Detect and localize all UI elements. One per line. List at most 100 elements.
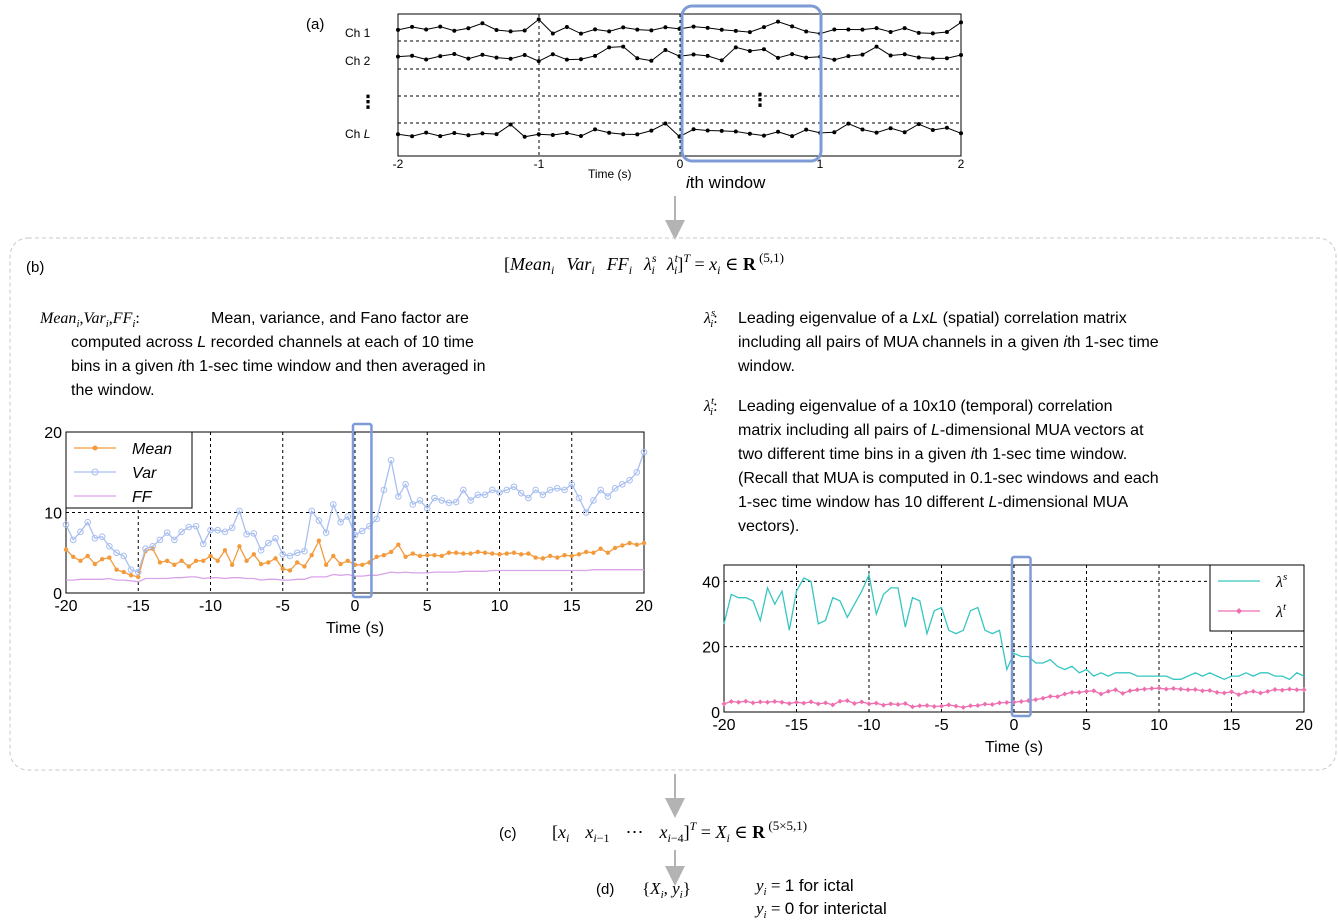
trace-dot [902,130,907,135]
series-point-mean [85,553,90,559]
x-tick-label: 10 [491,598,509,615]
series-point-lambda-t [939,703,944,709]
series-point-lambda-t [1047,693,1053,699]
x-tick-label: 10 [1150,717,1168,734]
channel-label-2: Ch 2 [345,54,371,68]
trace-dot [930,56,935,61]
series-point-lambda-t [1156,685,1162,691]
series-point-var [640,448,648,456]
series-point-var [134,568,142,576]
y-tick-label: 20 [702,640,720,657]
series-point-mean [258,561,264,567]
series-point-lambda-t [1105,688,1111,694]
trace-dot [649,128,654,133]
x-tick-label: 15 [563,598,581,615]
series-point-lambda-t [765,699,770,705]
x-tick-label: -15 [785,717,808,734]
series-point-var [330,501,337,508]
series-point-var [554,485,561,492]
trace-dot [536,132,541,137]
series-point-lambda-t [975,702,981,708]
series-point-var [236,507,243,515]
panel-a-traces [396,17,963,139]
series-point-var [597,486,604,494]
panel-a-xtick: -1 [534,157,545,171]
trace-dot [663,121,668,126]
series-point-mean [323,562,329,568]
trace-dot [874,26,879,31]
panel-a-xtick: 2 [958,157,965,171]
trace-dot [761,25,766,30]
series-point-lambda-t [1004,700,1010,706]
series-point-var [243,530,250,538]
trace-dot [888,126,893,131]
series-point-var [503,486,511,494]
trace-dot [663,47,668,52]
series-point-var [286,552,294,560]
series-point-mean [446,550,452,555]
series-point-lambda-t [859,699,865,705]
trace-dot [452,52,457,57]
series-point-lambda-t [1120,690,1126,696]
series-point-mean [193,558,199,563]
trace-dot [593,127,598,132]
trace-dot [944,56,949,61]
panel-d-pair: {Xi, yi} [642,879,691,901]
series-point-lambda-t [721,701,727,707]
series-point-lambda-t [968,703,973,709]
series-point-var [633,468,641,476]
series-point-mean [584,549,589,555]
series-point-mean [497,552,502,557]
series-point-lambda-t [895,701,901,707]
panel-d-line-2: yi = 0 for interictal [754,899,887,921]
trace-dot [944,29,949,34]
trace-dot [959,20,963,25]
trace-dot [832,130,837,135]
series-point-var [272,534,279,542]
series-point-mean [533,555,538,560]
trace-dot [396,27,400,32]
right-desc-t-line-4: (Recall that MUA is computed in 0.1-sec … [738,470,1159,487]
series-point-lambda-t [1236,692,1242,698]
trace-dot [776,19,781,24]
series-point-mean [273,556,278,561]
trace-dot [691,24,696,29]
trace-dot [649,58,654,63]
trace-dot [494,132,499,137]
series-point-lambda-t [1055,694,1060,700]
series-point-var [525,494,532,502]
series-point-mean [468,551,473,556]
series-point-lambda-t [837,698,843,704]
legend-label-lambda-t: λt [1275,601,1287,621]
series-point-lambda-t [1214,689,1220,695]
series-point-var [293,549,301,557]
series-point-lambda-t [794,699,799,705]
series-point-lambda-t [1098,691,1104,697]
trace-dot [846,54,851,59]
series-point-var [185,523,193,531]
series-point-lambda-t [1127,688,1133,694]
legend-superscript: t [1283,601,1287,613]
series-point-mean [244,558,249,563]
series-line-ff [66,569,644,583]
series-point-var [91,534,99,542]
series-point-lambda-t [1062,691,1068,697]
series-point-var [626,477,633,484]
series-point-var [178,528,185,536]
series-point-mean [215,558,220,563]
legend: Mean Var FF [65,431,193,509]
series-point-lambda-t [946,702,952,708]
trace-dot [564,24,569,29]
trace-dot [959,131,963,136]
series-point-var [192,522,200,530]
series-point-mean [316,538,322,543]
panel-a-xtick: 1 [817,157,824,171]
left-desc-line-2: computed across L recorded channels at e… [71,334,474,351]
series-point-var [532,486,539,494]
trace-dot [846,27,851,32]
series-point-var [575,494,583,502]
series-point-lambda-t [1084,688,1089,694]
series-point-var [590,497,597,504]
series-point-lambda-t [1250,688,1256,694]
